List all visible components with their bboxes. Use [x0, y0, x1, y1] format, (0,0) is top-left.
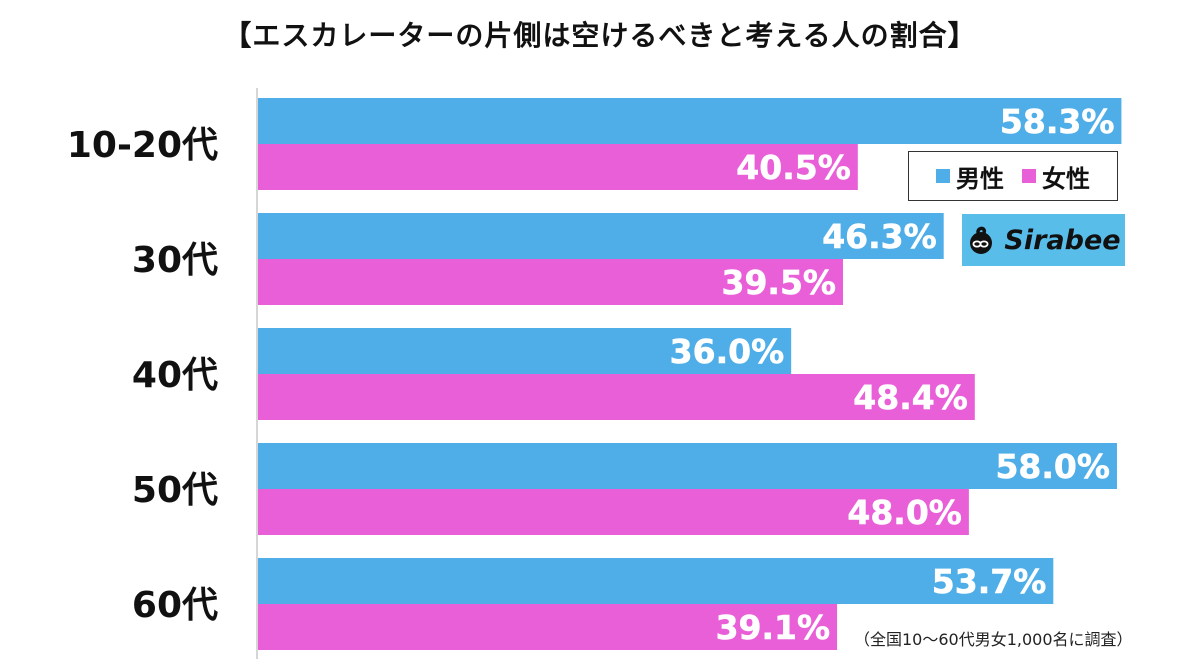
- logo-text: Sirabee: [1004, 224, 1121, 256]
- value-label-female-60: 39.1%: [716, 608, 831, 647]
- category-label-10-20: 10-20代: [67, 125, 218, 166]
- category-label-50: 50代: [132, 470, 218, 511]
- value-label-female-50: 48.0%: [847, 493, 962, 532]
- category-label-60: 60代: [132, 585, 218, 626]
- bar-female-60: [258, 604, 838, 650]
- bar-male-60: [258, 558, 1054, 604]
- bar-male-10-20: [258, 98, 1122, 144]
- survey-note: （全国10〜60代男女1,000名に調査）: [854, 630, 1133, 649]
- value-label-male-10-20: 58.3%: [1000, 102, 1115, 141]
- bar-male-50: [258, 443, 1117, 489]
- bar-male-40: [258, 328, 792, 374]
- value-label-female-10-20: 40.5%: [736, 148, 851, 187]
- value-label-male-30: 46.3%: [822, 217, 937, 256]
- value-label-female-40: 48.4%: [853, 378, 968, 417]
- legend-swatch-female: [1022, 169, 1036, 183]
- legend-label-female: 女性: [1042, 164, 1090, 193]
- bar-female-10-20: [258, 144, 858, 190]
- value-label-male-50: 58.0%: [995, 447, 1110, 486]
- legend: 男性 女性: [908, 151, 1118, 201]
- category-label-30: 30代: [132, 240, 218, 281]
- value-label-male-60: 53.7%: [932, 562, 1047, 601]
- legend-label-male: 男性: [956, 164, 1004, 193]
- category-label-40: 40代: [132, 355, 218, 396]
- value-label-male-40: 36.0%: [670, 332, 785, 371]
- chart-title: 【エスカレーターの片側は空けるべきと考える人の割合】: [223, 19, 977, 52]
- value-label-female-30: 39.5%: [721, 263, 836, 302]
- legend-swatch-male: [936, 169, 950, 183]
- category-labels: 10-20代 30代 40代 50代 60代: [67, 125, 218, 626]
- bar-female-30: [258, 259, 843, 305]
- bar-female-50: [258, 489, 969, 535]
- bar-male-30: [258, 213, 944, 259]
- sirabee-icon: [970, 226, 993, 254]
- sirabee-logo: Sirabee: [962, 214, 1125, 266]
- bar-female-40: [258, 374, 975, 420]
- legend-item-female: 女性: [1022, 159, 1090, 194]
- bar-group: 58.3% 40.5% 46.3% 39.5% 36.0% 48.4% 58.0% 48.0%…: [258, 98, 1122, 650]
- legend-item-male: 男性: [936, 159, 1004, 194]
